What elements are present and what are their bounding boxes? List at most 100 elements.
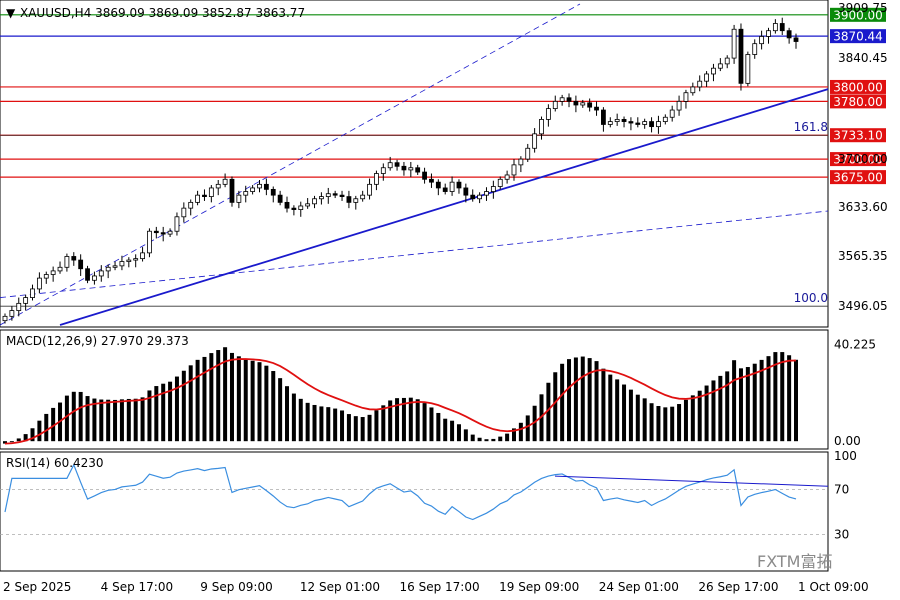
candle-body: [422, 171, 427, 180]
macd-bar: [264, 365, 269, 442]
macd-bar: [353, 416, 358, 442]
candle-body: [669, 109, 675, 118]
candle-body: [484, 191, 489, 196]
candle-body: [656, 121, 661, 128]
candle-body: [724, 57, 730, 65]
symbol-triangle-icon[interactable]: ▼: [6, 6, 16, 20]
candle-body: [504, 174, 510, 180]
price-tick-label: 3633.60: [838, 200, 888, 214]
candle-body: [401, 165, 407, 171]
time-tick-label: 24 Sep 01:00: [599, 580, 679, 594]
fib-label-100.0: 100.0: [794, 291, 828, 305]
candle-body: [573, 100, 579, 106]
candle-body: [545, 108, 551, 120]
macd-bar: [745, 367, 750, 442]
candle-body: [291, 207, 297, 210]
candle-body: [57, 266, 63, 272]
macd-bar: [546, 382, 551, 442]
macd-bar: [64, 395, 69, 442]
macd-bar: [16, 438, 21, 442]
macd-bar: [505, 433, 510, 442]
macd-bar: [360, 417, 365, 442]
macd-bar: [99, 399, 104, 442]
watermark-logo: FXTM富拓: [757, 552, 832, 571]
macd-bar: [787, 355, 792, 442]
macd-bar: [683, 399, 688, 442]
macd-bar: [188, 365, 193, 442]
candle-body: [263, 183, 269, 190]
candle-body: [257, 183, 262, 189]
candle-body: [195, 194, 200, 203]
candle-body: [16, 302, 22, 311]
macd-bar: [759, 359, 764, 442]
macd-bar: [92, 398, 97, 442]
candle-body: [43, 274, 49, 279]
time-tick-label: 19 Sep 09:00: [499, 580, 579, 594]
macd-bar: [37, 420, 42, 442]
level-label-3675.00: 3675.00: [833, 171, 883, 185]
macd-bar: [44, 413, 49, 442]
macd-bar: [436, 412, 441, 442]
macd-bar: [395, 398, 400, 442]
macd-bar: [9, 441, 14, 443]
candle-body: [243, 191, 249, 196]
rsi-divergence-line: [554, 475, 829, 487]
level-tag-3700.00: [830, 152, 886, 167]
candle-body: [346, 196, 352, 203]
macd-bar: [181, 370, 186, 442]
macd-bar: [140, 397, 145, 442]
macd-bar: [236, 356, 241, 442]
macd-bar: [71, 391, 76, 442]
candle-body: [332, 193, 338, 196]
macd-bar: [491, 438, 496, 442]
candle-body: [64, 256, 70, 268]
price-pane[interactable]: [0, 0, 829, 328]
macd-bar: [663, 407, 668, 442]
macd-bar: [271, 371, 276, 442]
macd-bar: [174, 376, 179, 442]
macd-bar: [477, 437, 482, 442]
macd-bar: [704, 385, 709, 442]
macd-title: MACD(12,26,9) 27.970 29.373: [6, 334, 189, 348]
macd-bar: [518, 422, 523, 442]
candle-body: [704, 73, 709, 82]
macd-pane[interactable]: [0, 329, 829, 450]
macd-bar: [773, 352, 778, 442]
candles: [2, 17, 799, 324]
macd-bar: [656, 406, 661, 442]
candle-body: [649, 121, 654, 128]
candle-body: [539, 119, 544, 135]
candle-body: [497, 178, 503, 187]
symbol-header: XAUUSD,H4 3869.09 3869.09 3852.87 3863.7…: [20, 6, 305, 20]
macd-bar: [628, 389, 633, 442]
macd-bar: [690, 395, 695, 442]
candle-body: [153, 230, 159, 234]
time-tick-label: 1 Oct 09:00: [798, 580, 869, 594]
rsi-line: [0, 463, 829, 535]
rsi-pane[interactable]: [0, 451, 829, 572]
candle-body: [353, 198, 359, 203]
macd-bar: [484, 439, 489, 442]
time-tick-label: 12 Sep 01:00: [300, 580, 380, 594]
candle-body: [23, 297, 29, 304]
price-tick-label: 3909.75: [838, 1, 888, 15]
macd-bar: [326, 407, 331, 442]
macd-bar: [209, 353, 214, 442]
candle-body: [511, 164, 517, 176]
price-tick-label: 3565.35: [838, 249, 888, 263]
macd-bar: [463, 429, 468, 442]
candle-body: [36, 277, 42, 290]
candle-body: [614, 119, 620, 122]
candle-body: [435, 181, 441, 189]
macd-bar: [23, 434, 28, 442]
candle-body: [745, 54, 751, 84]
candle-body: [518, 158, 524, 166]
macd-bar: [202, 356, 207, 442]
candle-body: [552, 100, 558, 109]
candle-body: [580, 102, 586, 106]
level-label-3733.10: 3733.10: [833, 129, 883, 143]
macd-bar: [126, 398, 131, 442]
candle-body: [250, 187, 256, 192]
macd-bar: [305, 402, 310, 442]
